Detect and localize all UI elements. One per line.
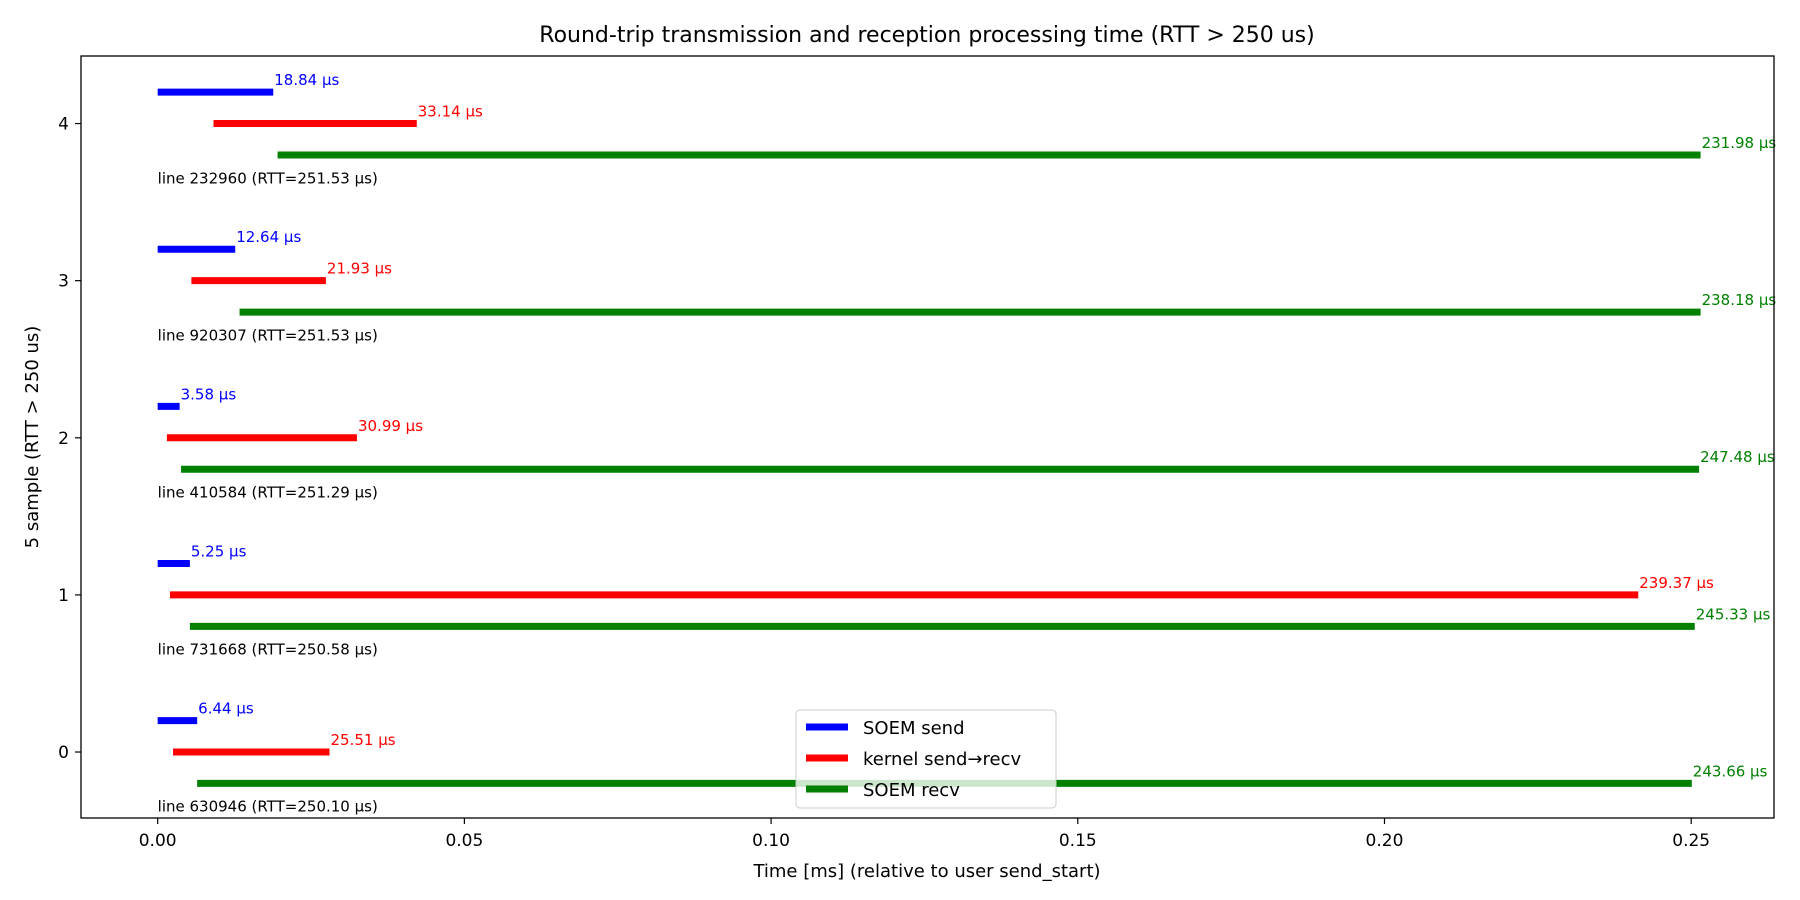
row-caption-3: line 920307 (RTT=251.53 µs) (158, 326, 378, 344)
duration-label-soem-send-row-3: 12.64 µs (236, 228, 301, 246)
duration-label-soem-send-row-1: 5.25 µs (191, 542, 247, 560)
x-tick-label: 0.20 (1366, 831, 1404, 851)
y-tick-label: 0 (58, 743, 69, 763)
duration-label-soem-recv-row-4: 231.98 µs (1702, 134, 1777, 152)
y-axis-title: 5 sample (RTT > 250 us) (22, 326, 43, 549)
duration-label-soem-send-row-2: 3.58 µs (181, 385, 237, 403)
x-tick-label: 0.05 (445, 831, 483, 851)
duration-label-kernel-send-recv-row-4: 33.14 µs (418, 103, 483, 121)
x-tick-label: 0.10 (752, 831, 790, 851)
duration-label-soem-send-row-0: 6.44 µs (198, 700, 254, 718)
duration-label-soem-recv-row-2: 247.48 µs (1700, 448, 1775, 466)
legend-label-soem-recv: SOEM recv (863, 780, 960, 801)
duration-label-soem-recv-row-1: 245.33 µs (1696, 605, 1771, 623)
y-tick-label: 1 (58, 586, 69, 606)
x-tick-label: 0.25 (1672, 831, 1710, 851)
duration-label-kernel-send-recv-row-2: 30.99 µs (358, 417, 423, 435)
row-caption-4: line 232960 (RTT=251.53 µs) (158, 169, 378, 187)
duration-label-soem-send-row-4: 18.84 µs (274, 71, 339, 89)
row-caption-1: line 731668 (RTT=250.58 µs) (158, 641, 378, 659)
legend-label-soem-send: SOEM send (863, 718, 965, 739)
y-tick-label: 3 (58, 272, 69, 292)
duration-label-kernel-send-recv-row-0: 25.51 µs (330, 731, 395, 749)
duration-label-soem-recv-row-0: 243.66 µs (1693, 762, 1768, 780)
duration-label-kernel-send-recv-row-1: 239.37 µs (1639, 574, 1714, 592)
y-axis-ticks: 0 1 2 3 4 (58, 115, 81, 763)
x-axis-title: Time [ms] (relative to user send_start) (752, 861, 1100, 882)
y-tick-label: 4 (58, 115, 69, 135)
row-caption-0: line 630946 (RTT=250.10 µs) (158, 798, 378, 816)
x-tick-label: 0.15 (1059, 831, 1097, 851)
x-axis-ticks: 0.00 0.05 0.10 0.15 0.20 0.25 (139, 818, 1710, 851)
x-tick-label: 0.00 (139, 831, 177, 851)
legend-box (795, 709, 1057, 809)
row-caption-2: line 410584 (RTT=251.29 µs) (158, 483, 378, 501)
label-layer: 18.84 µs 33.14 µs 231.98 µs line 232960 (RT… (158, 71, 1777, 816)
duration-label-soem-recv-row-3: 238.18 µs (1702, 291, 1777, 309)
legend: SOEM send kernel send→recv SOEM recv (795, 709, 1057, 809)
y-tick-label: 2 (58, 429, 69, 449)
duration-label-kernel-send-recv-row-3: 21.93 µs (327, 260, 392, 278)
chart-title: Round-trip transmission and reception pr… (539, 23, 1314, 48)
legend-label-kernel-send-recv: kernel send→recv (863, 749, 1021, 770)
plot-area-frame (80, 55, 1775, 819)
